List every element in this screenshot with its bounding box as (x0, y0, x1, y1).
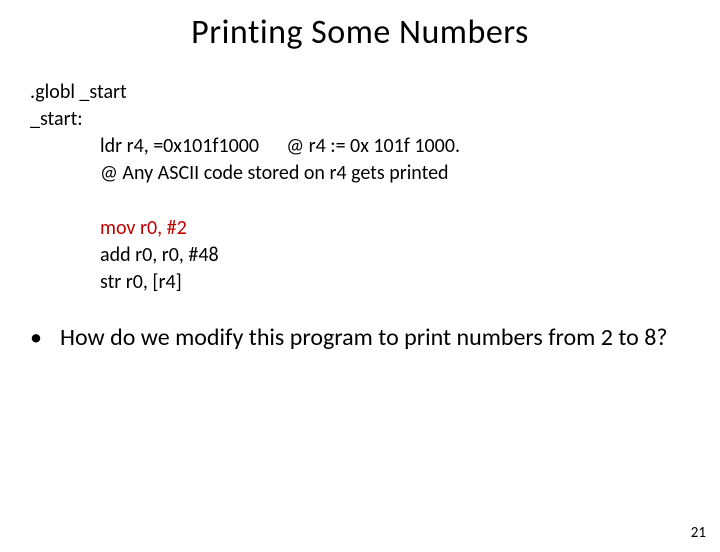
code-block: .globl _start _start: ldr r4, =0x101f100… (0, 79, 720, 296)
code-ldr-comment: @ r4 := 0x 101f 1000. (286, 134, 460, 158)
code-ldr-instr: ldr r4, =0x101f1000 (100, 134, 259, 158)
code-line-ldr: ldr r4, =0x101f1000 @ r4 := 0x 101f 1000… (30, 133, 690, 160)
code-line-add: add r0, r0, #48 (30, 242, 690, 269)
page-number: 21 (691, 524, 706, 542)
bullet-block: • How do we modify this program to print… (0, 322, 720, 353)
bullet-marker: • (30, 322, 60, 353)
code-line-comment: @ Any ASCII code stored on r4 gets print… (30, 160, 690, 187)
bullet-text: How do we modify this program to print n… (60, 322, 690, 353)
code-line-start-label: _start: (30, 106, 690, 133)
slide-title: Printing Some Numbers (0, 12, 720, 53)
slide: Printing Some Numbers .globl _start _sta… (0, 12, 720, 552)
code-line-mov: mov r0, #2 (30, 215, 690, 242)
bullet-row: • How do we modify this program to print… (30, 322, 690, 353)
code-spacer (30, 187, 690, 215)
code-line-str: str r0, [r4] (30, 269, 690, 296)
code-line-globl: .globl _start (30, 79, 690, 106)
